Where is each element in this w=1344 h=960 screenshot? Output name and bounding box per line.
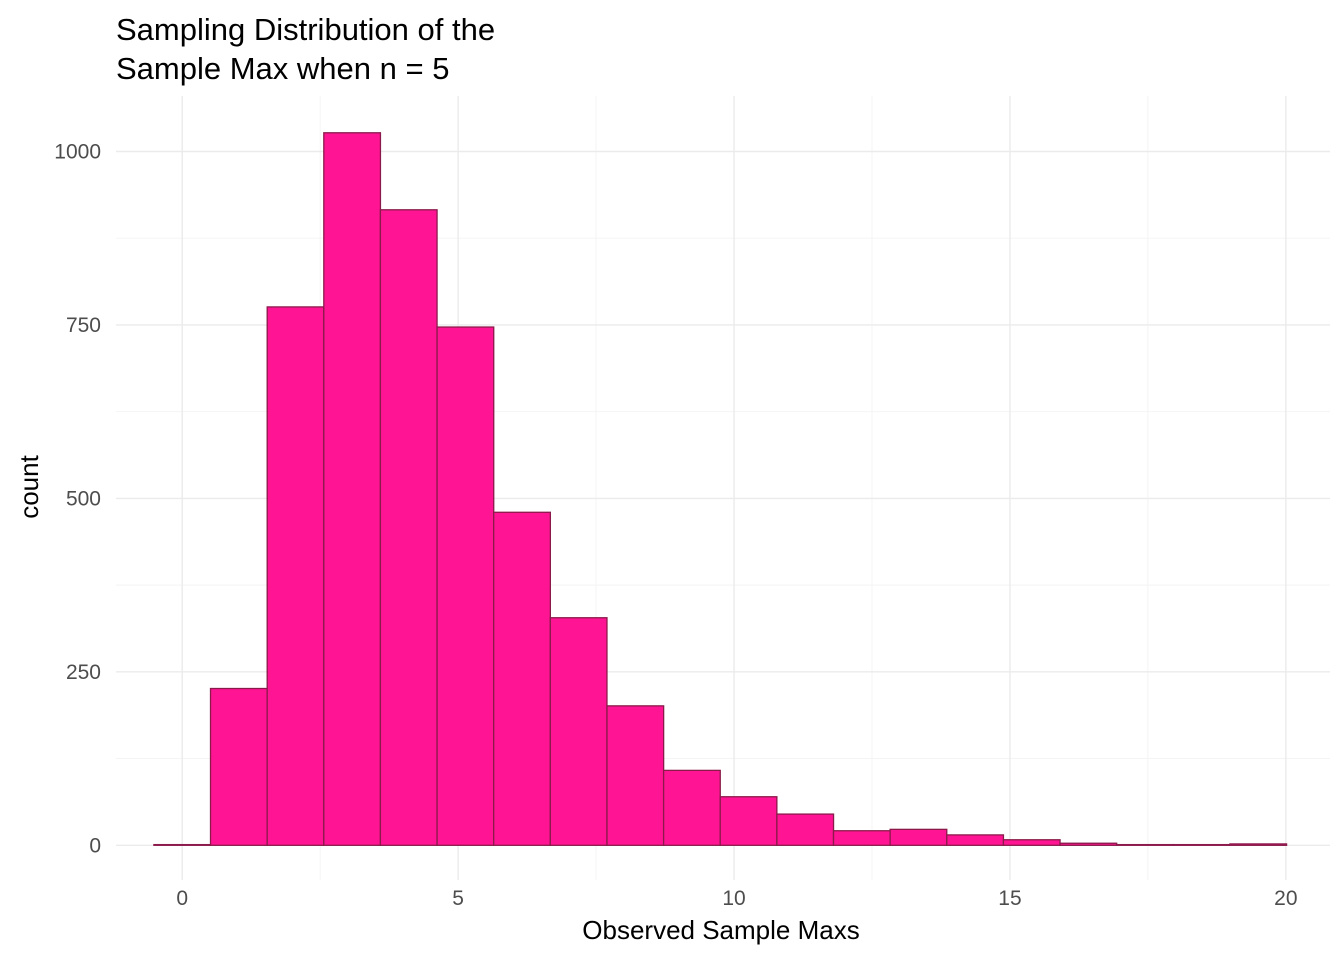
- x-axis-title: Observed Sample Maxs: [582, 915, 859, 945]
- histogram-bar-16: [1059, 842, 1118, 846]
- x-tick-label-1: 5: [452, 887, 464, 910]
- histogram-bar-13: [889, 828, 948, 846]
- histogram-bar-9: [662, 769, 721, 846]
- histogram-bar-7: [549, 617, 608, 846]
- x-tick-label-3: 15: [998, 887, 1021, 910]
- histogram-bar-14: [946, 834, 1005, 846]
- histogram-bar-4: [379, 209, 438, 846]
- y-tick-label-2: 500: [66, 487, 101, 510]
- x-tick-label-2: 10: [722, 887, 745, 910]
- histogram-bar-5: [436, 326, 495, 846]
- histogram-bar-12: [832, 830, 891, 846]
- histogram-bar-0: [153, 843, 212, 846]
- histogram-bar-11: [776, 813, 835, 846]
- y-tick-label-4: 1000: [54, 141, 101, 164]
- histogram-bar-3: [323, 132, 382, 846]
- histogram-bar-18: [1172, 843, 1231, 846]
- y-tick-label-1: 250: [66, 661, 101, 684]
- x-axis-tick-labels: 0 5 10 15 20: [176, 887, 1297, 910]
- y-axis-title: count: [14, 454, 44, 518]
- histogram-bar-2: [266, 306, 325, 846]
- chart-title-line-1: Sampling Distribution of the: [116, 12, 495, 47]
- histogram-bar-17: [1116, 843, 1175, 846]
- histogram-bar-6: [493, 511, 551, 846]
- y-tick-label-3: 750: [66, 314, 101, 337]
- x-tick-label-0: 0: [176, 887, 188, 910]
- histogram-bars: [153, 132, 1288, 846]
- y-tick-label-0: 0: [89, 834, 101, 857]
- histogram-bar-15: [1002, 839, 1061, 846]
- x-tick-label-4: 20: [1274, 887, 1297, 910]
- chart-title-line-2: Sample Max when n = 5: [116, 51, 449, 86]
- histogram-bar-1: [209, 687, 268, 846]
- y-axis-tick-labels: 0 250 500 750 1000: [54, 141, 101, 858]
- histogram-bar-19: [1229, 843, 1288, 846]
- histogram-bar-10: [719, 796, 778, 846]
- histogram-bar-8: [606, 705, 665, 846]
